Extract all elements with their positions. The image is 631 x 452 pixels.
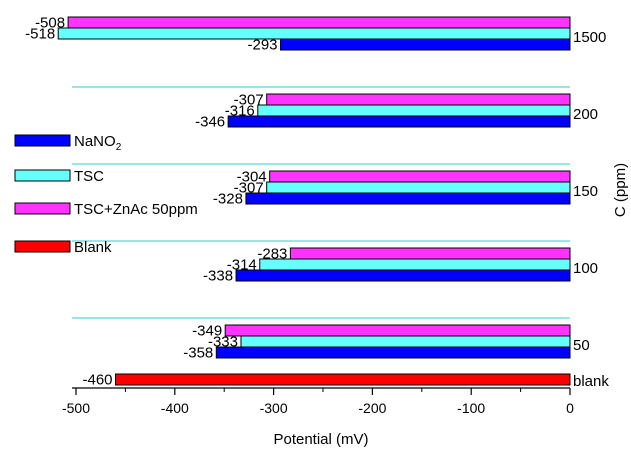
bar-nano2-1500	[280, 38, 571, 51]
bar-blank-blank	[115, 373, 571, 386]
y-axis-label: C (ppm)	[612, 163, 629, 217]
legend-swatch	[14, 202, 71, 215]
bar-tsc-100	[259, 258, 571, 271]
legend-label: TSC	[74, 168, 104, 185]
data-label: -283	[257, 246, 287, 263]
x-axis-label: Potential (mV)	[273, 431, 368, 448]
x-tick-label: 0	[566, 400, 574, 416]
category-label: blank	[573, 373, 609, 390]
data-label: -333	[208, 334, 238, 351]
data-label: -460	[82, 372, 112, 389]
data-label: -304	[237, 169, 267, 186]
data-label: -338	[203, 268, 233, 285]
bar-tsc-znac-50ppm-50	[224, 324, 571, 337]
category-label: 150	[573, 183, 598, 200]
data-label: -316	[225, 103, 255, 120]
category-label: 1500	[573, 29, 606, 46]
bar-tsc-znac-50ppm-150	[269, 170, 571, 183]
data-label: -518	[25, 26, 55, 43]
bar-tsc-znac-50ppm-100	[289, 247, 571, 260]
x-tick-label: -300	[260, 400, 288, 416]
category-label: 100	[573, 260, 598, 277]
bar-nano2-50	[215, 346, 571, 359]
axes: blank 50 100 150 200 1500 -500 -400 -300 -200 -100…	[62, 29, 609, 416]
legend: NaNO2 TSC TSC+ZnAc 50ppm Blank	[14, 133, 198, 256]
data-label: -307	[234, 92, 264, 109]
x-tick-label: -100	[457, 400, 485, 416]
data-label: -293	[247, 37, 277, 54]
data-label: -328	[213, 191, 243, 208]
bar-tsc-50	[240, 335, 571, 348]
x-tick-label: -200	[358, 400, 386, 416]
group-separators	[72, 86, 570, 319]
bar-tsc-1500	[57, 27, 571, 40]
data-label: -358	[183, 345, 213, 362]
data-label: -346	[195, 114, 225, 131]
bar-tsc-znac-50ppm-1500	[67, 16, 571, 29]
legend-swatch	[14, 134, 71, 147]
category-label: 200	[573, 106, 598, 123]
bar-nano2-100	[235, 269, 571, 282]
data-label: -349	[192, 323, 222, 340]
legend-label: Blank	[74, 239, 112, 256]
legend-swatch	[14, 169, 71, 182]
legend-label: NaNO2	[74, 133, 122, 153]
bars: -460-349-333-358-283-314-338-304-307-328…	[25, 15, 571, 389]
data-label: -314	[227, 257, 257, 274]
legend-label: TSC+ZnAc 50ppm	[74, 201, 198, 218]
data-label: -508	[35, 15, 65, 32]
bar-tsc-150	[266, 181, 571, 194]
bar-tsc-znac-50ppm-200	[266, 93, 571, 106]
category-label: 50	[573, 337, 590, 354]
bar-tsc-200	[257, 104, 571, 117]
x-tick-label: -400	[161, 400, 189, 416]
data-label: -307	[234, 180, 264, 197]
bar-nano2-150	[245, 192, 571, 205]
x-tick-label: -500	[62, 400, 90, 416]
bar-nano2-200	[227, 115, 571, 128]
legend-swatch	[14, 240, 71, 253]
